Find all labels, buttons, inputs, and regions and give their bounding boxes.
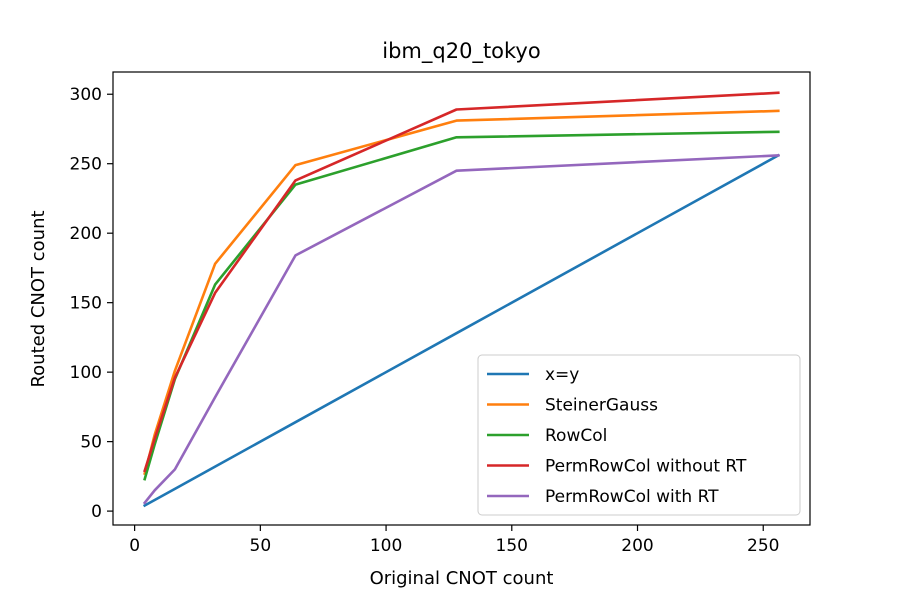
series-line-3 [143, 91, 780, 473]
legend-label-1: SteinerGauss [545, 396, 658, 416]
y-tick-label: 300 [70, 85, 102, 105]
x-tick-label: 150 [496, 536, 528, 556]
x-tick-label: 250 [747, 536, 779, 556]
y-tick-label: 100 [70, 363, 102, 383]
y-tick-label: 250 [70, 155, 102, 175]
series-line-4 [142, 154, 780, 505]
legend-label-4: PermRowCol with RT [545, 487, 719, 507]
chart-title: ibm_q20_tokyo [382, 39, 540, 64]
legend-box [477, 354, 801, 516]
x-tick-label: 100 [370, 536, 402, 556]
legend-label-0: x=y [545, 365, 579, 385]
y-axis-label: Routed CNOT count [28, 210, 49, 387]
series-line-2 [143, 130, 780, 481]
y-tick-label: 200 [70, 224, 102, 244]
x-axis-label: Original CNOT count [370, 568, 554, 589]
x-tick-label: 50 [250, 536, 272, 556]
axes-layer: 0 50 100 150 200 250 0 50 100 150 200 250 300 [70, 71, 811, 556]
y-tick-label: 0 [91, 502, 102, 522]
series-line-0 [142, 153, 781, 508]
x-tick-label: 0 [129, 536, 140, 556]
y-tick-label: 150 [70, 294, 102, 314]
series-layer [142, 91, 781, 508]
y-tick-label: 50 [80, 433, 102, 453]
legend-label-3: PermRowCol without RT [545, 457, 747, 477]
legend: x=y SteinerGauss RowCol PermRowCol without … [477, 354, 801, 516]
legend-label-2: RowCol [545, 426, 607, 446]
x-tick-label: 200 [621, 536, 653, 556]
plot-frame [112, 71, 811, 526]
